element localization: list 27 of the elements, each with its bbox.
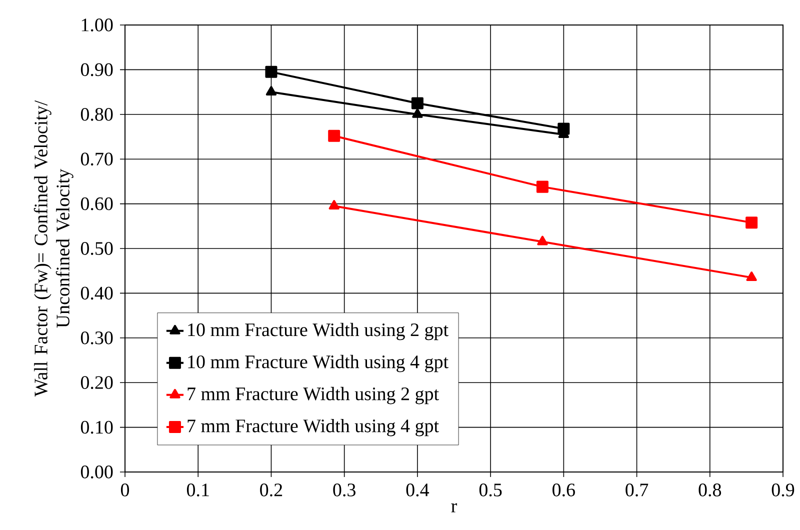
legend-label: 10 mm Fracture Width using 4 gpt (188, 354, 448, 372)
x-tick-label: 0.2 (260, 484, 282, 496)
x-axis-title: r (451, 503, 458, 512)
x-tick-label: 0.7 (626, 484, 648, 496)
y-tick-label: 0.30 (80, 331, 113, 344)
legend-label: 7 mm Fracture Width using 2 gpt (188, 386, 439, 404)
legend-label: 10 mm Fracture Width using 2 gpt (188, 322, 448, 340)
x-tick-label: 0.1 (186, 484, 209, 496)
y-tick-label: 0.60 (80, 197, 113, 210)
x-tick-label: 0.5 (479, 484, 502, 496)
y-tick-label: 0.10 (80, 420, 113, 434)
x-tick-label: 0 (120, 484, 130, 496)
x-tick-label: 0.3 (333, 484, 356, 496)
legend-label: 7 mm Fracture Width using 4 gpt (188, 418, 439, 436)
y-tick-label: 0.80 (80, 108, 113, 121)
x-tick-label: 0.6 (552, 484, 575, 496)
x-tick-label: 0.4 (406, 484, 430, 496)
y-tick-label: 0.50 (80, 242, 113, 255)
x-tick-label: 0.9 (772, 484, 794, 496)
y-tick-label: 1.00 (82, 18, 113, 32)
y-tick-label: 0.00 (80, 466, 113, 478)
y-tick-label: 0.20 (80, 376, 113, 390)
y-tick-label: 0.40 (80, 286, 113, 300)
y-tick-label: 0.90 (80, 63, 113, 76)
y-axis-title: Wall Factor (Fw)= Confined Velocity/ Unconfined Velocity (34, 100, 74, 397)
x-tick-label: 0.8 (698, 484, 722, 496)
y-tick-label: 0.70 (80, 152, 113, 166)
